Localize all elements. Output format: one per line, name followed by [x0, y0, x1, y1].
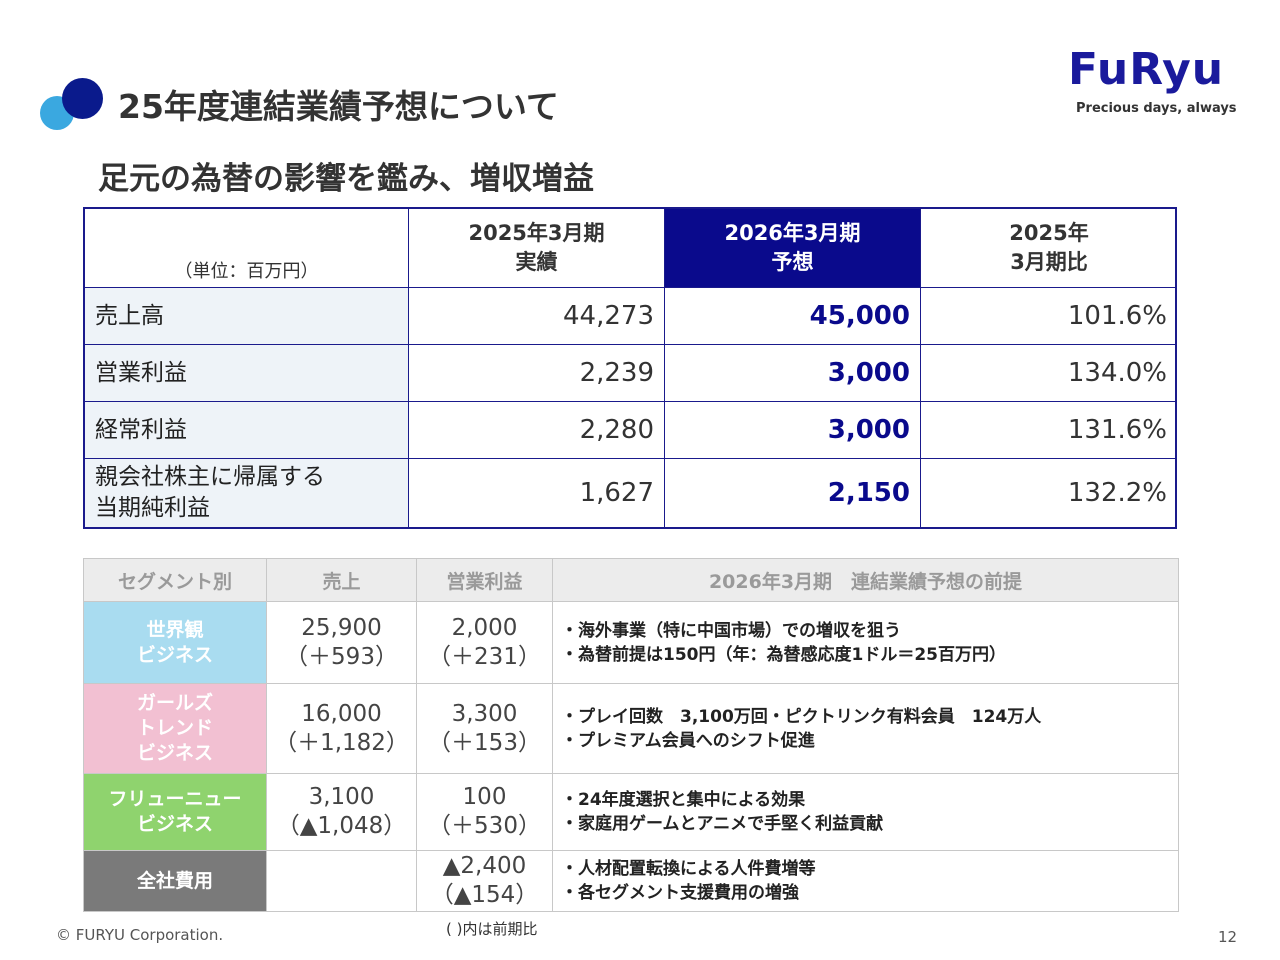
segment-name-line: ガールズ	[136, 692, 213, 714]
forecast-value: 3,000	[665, 345, 921, 402]
assumption-note: ・為替前提は150円（年：為替感応度1ドル＝25百万円）	[561, 644, 1006, 665]
column-header-forecast: 2026年3月期 予想	[665, 209, 921, 288]
row-label-sales: 売上高	[85, 288, 409, 345]
sales-value: 3,100	[308, 784, 375, 810]
segment-assumptions: ・海外事業（特に中国市場）での増収を狙う ・為替前提は150円（年：為替感応度1…	[553, 602, 1178, 684]
segment-profit: 100 （＋530）	[417, 774, 553, 851]
profit-diff: （＋530）	[428, 813, 541, 839]
forecast-value: 3,000	[665, 402, 921, 459]
sales-diff: （＋1,182）	[274, 729, 409, 756]
actual-value: 2,239	[409, 345, 665, 402]
table-footnote: ( )内は前期比	[446, 920, 538, 938]
furyu-logo: FuRyu Precious days, always	[1066, 44, 1246, 120]
unit-label: （単位：百万円）	[85, 209, 409, 288]
assumption-note: ・24年度選択と集中による効果	[561, 790, 806, 810]
segment-table: セグメント別 売上 営業利益 2026年3月期 連結業績予想の前提 世界観 ビジ…	[83, 558, 1179, 912]
row-label-operating-profit: 営業利益	[85, 345, 409, 402]
segment-name-furyu-new: フリューニュー ビジネス	[84, 774, 267, 851]
forecast-value: 2,150	[665, 459, 921, 527]
segment-header-assumptions: 2026年3月期 連結業績予想の前提	[553, 559, 1178, 602]
sales-diff: （＋593）	[285, 643, 398, 670]
actual-value: 44,273	[409, 288, 665, 345]
column-header-line1: 2025年	[1009, 221, 1089, 245]
segment-assumptions: ・人材配置転換による人件費増等 ・各セグメント支援費用の増強	[553, 851, 1178, 911]
segment-assumptions: ・プレイ回数 3,100万回・ピクトリンク有料会員 124万人 ・プレミアム会員…	[553, 684, 1178, 774]
column-header-ratio: 2025年 3月期比	[921, 209, 1177, 288]
row-label-line1: 親会社株主に帰属する	[95, 464, 325, 490]
sales-value: 25,900	[301, 614, 382, 641]
ratio-value: 131.6%	[921, 402, 1177, 459]
assumption-note: ・各セグメント支援費用の増強	[561, 883, 799, 903]
segment-header-profit: 営業利益	[417, 559, 553, 602]
segment-assumptions: ・24年度選択と集中による効果 ・家庭用ゲームとアニメで手堅く利益貢献	[553, 774, 1178, 851]
column-header-actual: 2025年3月期 実績	[409, 209, 665, 288]
logo-tagline: Precious days, always	[1076, 101, 1237, 116]
profit-diff: （＋153）	[428, 729, 541, 756]
segment-profit: ▲2,400 （▲154）	[417, 851, 553, 911]
forecast-table: （単位：百万円） 2025年3月期 実績 2026年3月期 予想 2025年 3…	[83, 207, 1177, 529]
segment-name-worldview: 世界観 ビジネス	[84, 602, 267, 684]
segment-sales: 16,000 （＋1,182）	[267, 684, 417, 774]
page-title: 25年度連結業績予想について	[118, 87, 559, 126]
segment-sales	[267, 851, 417, 911]
column-header-line2: 予想	[771, 250, 814, 274]
row-label-ordinary-profit: 経常利益	[85, 402, 409, 459]
assumption-note: ・海外事業（特に中国市場）での増収を狙う	[561, 620, 901, 641]
segment-profit: 3,300 （＋153）	[417, 684, 553, 774]
segment-name-line: フリューニュー	[108, 788, 242, 810]
copyright: © FURYU Corporation.	[56, 926, 224, 944]
column-header-line1: 2026年3月期	[724, 221, 861, 245]
segment-sales: 3,100 （▲1,048）	[267, 774, 417, 851]
ratio-value: 134.0%	[921, 345, 1177, 402]
assumption-note: ・プレミアム会員へのシフト促進	[561, 730, 815, 751]
segment-name-corporate-expenses: 全社費用	[84, 851, 267, 911]
assumption-note: ・家庭用ゲームとアニメで手堅く利益貢献	[561, 814, 884, 834]
decorative-dot-large	[62, 78, 103, 119]
profit-diff: （＋231）	[428, 643, 541, 670]
sales-value: 16,000	[301, 700, 382, 727]
unit-text: （単位：百万円）	[174, 261, 319, 282]
segment-name-line: 世界観	[146, 618, 204, 641]
segment-name-line: 全社費用	[136, 869, 213, 892]
segment-header-name: セグメント別	[84, 559, 267, 602]
logo-wordmark: FuRyu	[1068, 44, 1225, 95]
segment-header-sales: 売上	[267, 559, 417, 602]
assumption-note: ・プレイ回数 3,100万回・ピクトリンク有料会員 124万人	[561, 706, 1042, 727]
segment-name-line: トレンド	[136, 717, 213, 739]
segment-profit: 2,000 （＋231）	[417, 602, 553, 684]
segment-sales: 25,900 （＋593）	[267, 602, 417, 684]
segment-name-line: ビジネス	[136, 643, 213, 666]
profit-value: 100	[462, 784, 507, 810]
profit-value: 3,300	[451, 700, 518, 727]
profit-value: ▲2,400	[442, 853, 527, 879]
column-header-line2: 3月期比	[1010, 250, 1088, 274]
sales-diff: （▲1,048）	[276, 813, 407, 839]
page-subtitle: 足元の為替の影響を鑑み、増収増益	[98, 161, 594, 197]
segment-name-girls-trend: ガールズ トレンド ビジネス	[84, 684, 267, 774]
column-header-line1: 2025年3月期	[468, 221, 605, 245]
segment-name-line: ビジネス	[136, 813, 213, 835]
column-header-line2: 実績	[515, 250, 558, 274]
assumption-note: ・人材配置転換による人件費増等	[561, 859, 816, 879]
ratio-value: 101.6%	[921, 288, 1177, 345]
ratio-value: 132.2%	[1067, 478, 1167, 508]
segment-name-line: ビジネス	[136, 742, 213, 764]
row-label-line2: 当期純利益	[95, 495, 210, 521]
page-number: 12	[1218, 928, 1238, 946]
profit-value: 2,000	[451, 614, 518, 641]
profit-diff: （▲154）	[430, 882, 539, 908]
row-label-net-income: 親会社株主に帰属する 当期純利益	[85, 459, 409, 527]
actual-value: 2,280	[409, 402, 665, 459]
forecast-value: 45,000	[665, 288, 921, 345]
actual-value: 1,627	[409, 459, 665, 527]
